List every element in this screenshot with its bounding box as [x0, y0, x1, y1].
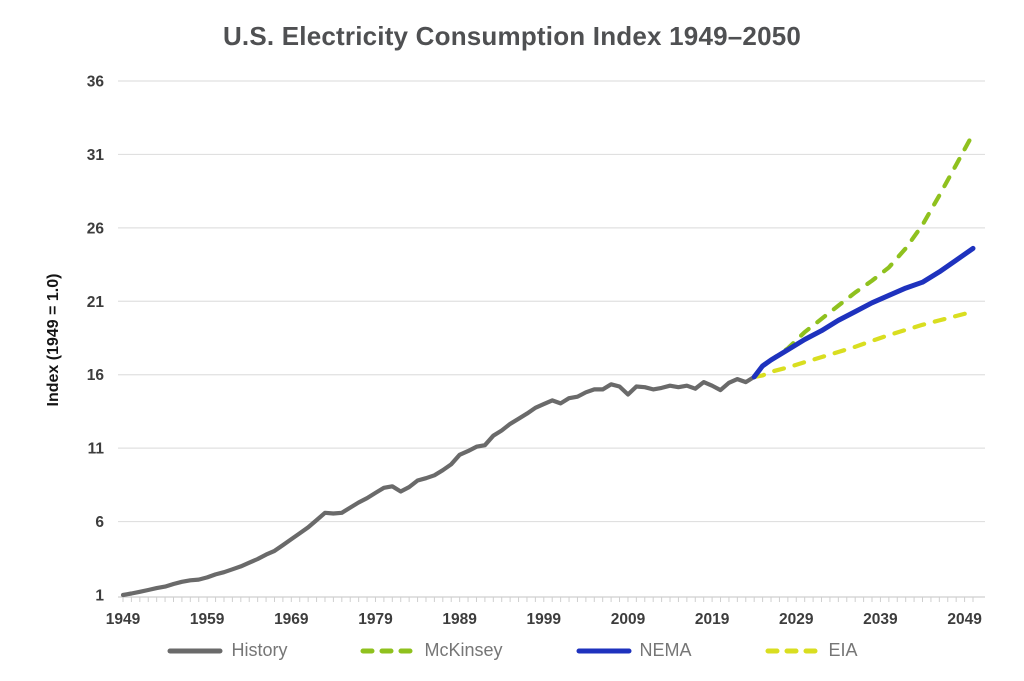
x-tick-label: 1979 — [358, 611, 393, 628]
x-tick-label: 2039 — [863, 611, 898, 628]
series-line-mckinsey — [752, 131, 976, 379]
legend-label: EIA — [828, 640, 858, 660]
y-tick-label: 26 — [87, 220, 105, 237]
y-tick-label: 11 — [88, 441, 105, 458]
y-tick-label: 31 — [87, 147, 105, 164]
legend-item-eia[interactable]: EIA — [764, 640, 858, 661]
x-tick-label: 1959 — [190, 611, 225, 628]
y-tick-label: 36 — [87, 74, 105, 91]
legend-item-mckinsey[interactable]: McKinsey — [359, 640, 503, 661]
legend-swatch-dashed — [360, 648, 416, 653]
series-line-nema — [751, 245, 976, 380]
series-line-eia — [752, 309, 976, 379]
legend-item-history[interactable]: History — [166, 640, 287, 661]
y-tick-label: 6 — [95, 514, 104, 531]
legend: History McKinsey NEMA EIA — [0, 640, 1024, 661]
legend-swatch-solid — [576, 648, 631, 653]
x-tick-label: 2049 — [947, 611, 982, 628]
series-line-history — [120, 374, 757, 598]
legend-swatch-dashed — [765, 648, 821, 653]
x-tick-label: 2029 — [779, 611, 814, 628]
x-tick-label: 2009 — [611, 611, 646, 628]
legend-item-nema[interactable]: NEMA — [575, 640, 692, 661]
x-tick-label: 1989 — [442, 611, 477, 628]
y-tick-label: 21 — [87, 294, 105, 311]
x-tick-label: 2019 — [695, 611, 730, 628]
chart-title: U.S. Electricity Consumption Index 1949–… — [222, 21, 802, 51]
legend-label: History — [231, 640, 288, 660]
legend-label: NEMA — [639, 640, 692, 660]
y-tick-label: 16 — [87, 367, 105, 384]
x-tick-label: 1949 — [106, 611, 141, 628]
x-tick-label: 1999 — [527, 611, 562, 628]
legend-label: McKinsey — [424, 640, 503, 660]
y-tick-label: 1 — [95, 588, 104, 605]
legend-swatch-solid — [167, 648, 223, 653]
x-tick-label: 1969 — [274, 611, 309, 628]
